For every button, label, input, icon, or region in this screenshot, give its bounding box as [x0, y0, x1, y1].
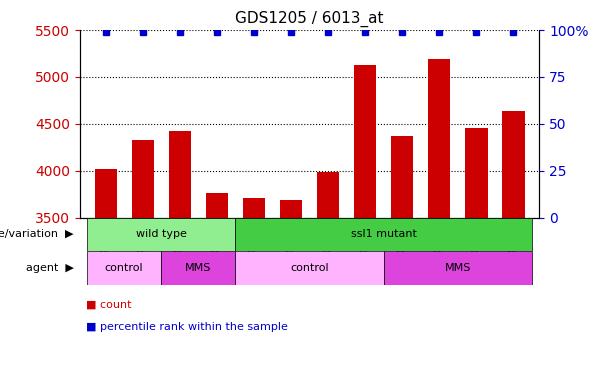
Text: agent  ▶: agent ▶: [26, 263, 74, 273]
FancyBboxPatch shape: [87, 251, 161, 285]
Text: ssl1 mutant: ssl1 mutant: [351, 230, 417, 239]
Text: genotype/variation  ▶: genotype/variation ▶: [0, 230, 74, 239]
FancyBboxPatch shape: [87, 217, 235, 251]
Bar: [243, 198, 265, 375]
Bar: [280, 200, 302, 375]
Text: MMS: MMS: [444, 263, 471, 273]
Bar: [428, 59, 451, 375]
FancyBboxPatch shape: [161, 251, 235, 285]
FancyBboxPatch shape: [235, 217, 532, 251]
Bar: [354, 64, 376, 375]
FancyBboxPatch shape: [384, 251, 532, 285]
Text: control: control: [105, 263, 143, 273]
Bar: [317, 172, 339, 375]
Bar: [132, 140, 154, 375]
Text: ■ count: ■ count: [86, 300, 131, 310]
Bar: [169, 131, 191, 375]
Text: MMS: MMS: [185, 263, 211, 273]
Bar: [503, 111, 525, 375]
Bar: [465, 128, 487, 375]
Bar: [206, 193, 228, 375]
Bar: [391, 136, 413, 375]
Title: GDS1205 / 6013_at: GDS1205 / 6013_at: [235, 11, 384, 27]
Text: wild type: wild type: [136, 230, 187, 239]
Text: ■ percentile rank within the sample: ■ percentile rank within the sample: [86, 322, 287, 333]
Text: control: control: [290, 263, 329, 273]
FancyBboxPatch shape: [235, 251, 384, 285]
Bar: [94, 169, 116, 375]
